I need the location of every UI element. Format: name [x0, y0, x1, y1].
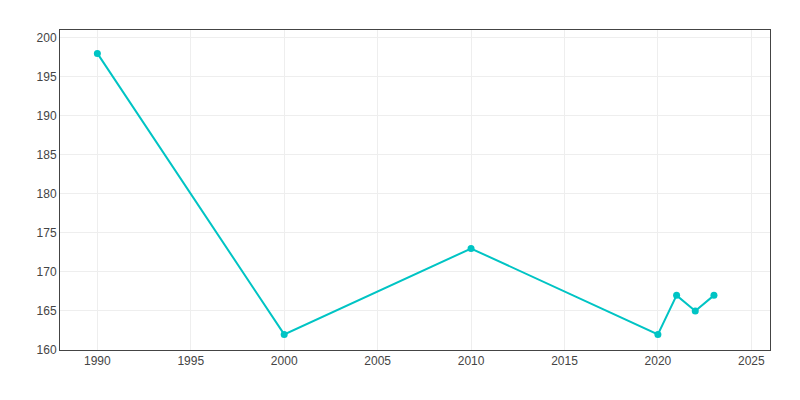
svg-text:175: 175: [37, 226, 57, 240]
svg-text:2025: 2025: [738, 354, 765, 368]
svg-text:2020: 2020: [645, 354, 672, 368]
svg-text:2010: 2010: [458, 354, 485, 368]
svg-text:1995: 1995: [177, 354, 204, 368]
svg-text:165: 165: [37, 304, 57, 318]
svg-text:195: 195: [37, 70, 57, 84]
svg-text:170: 170: [37, 265, 57, 279]
svg-text:1990: 1990: [84, 354, 111, 368]
svg-text:2005: 2005: [364, 354, 391, 368]
svg-text:190: 190: [37, 109, 57, 123]
svg-text:185: 185: [37, 148, 57, 162]
svg-text:180: 180: [37, 187, 57, 201]
svg-text:200: 200: [37, 31, 57, 45]
svg-text:160: 160: [37, 343, 57, 357]
svg-text:2000: 2000: [271, 354, 298, 368]
svg-text:2015: 2015: [551, 354, 578, 368]
